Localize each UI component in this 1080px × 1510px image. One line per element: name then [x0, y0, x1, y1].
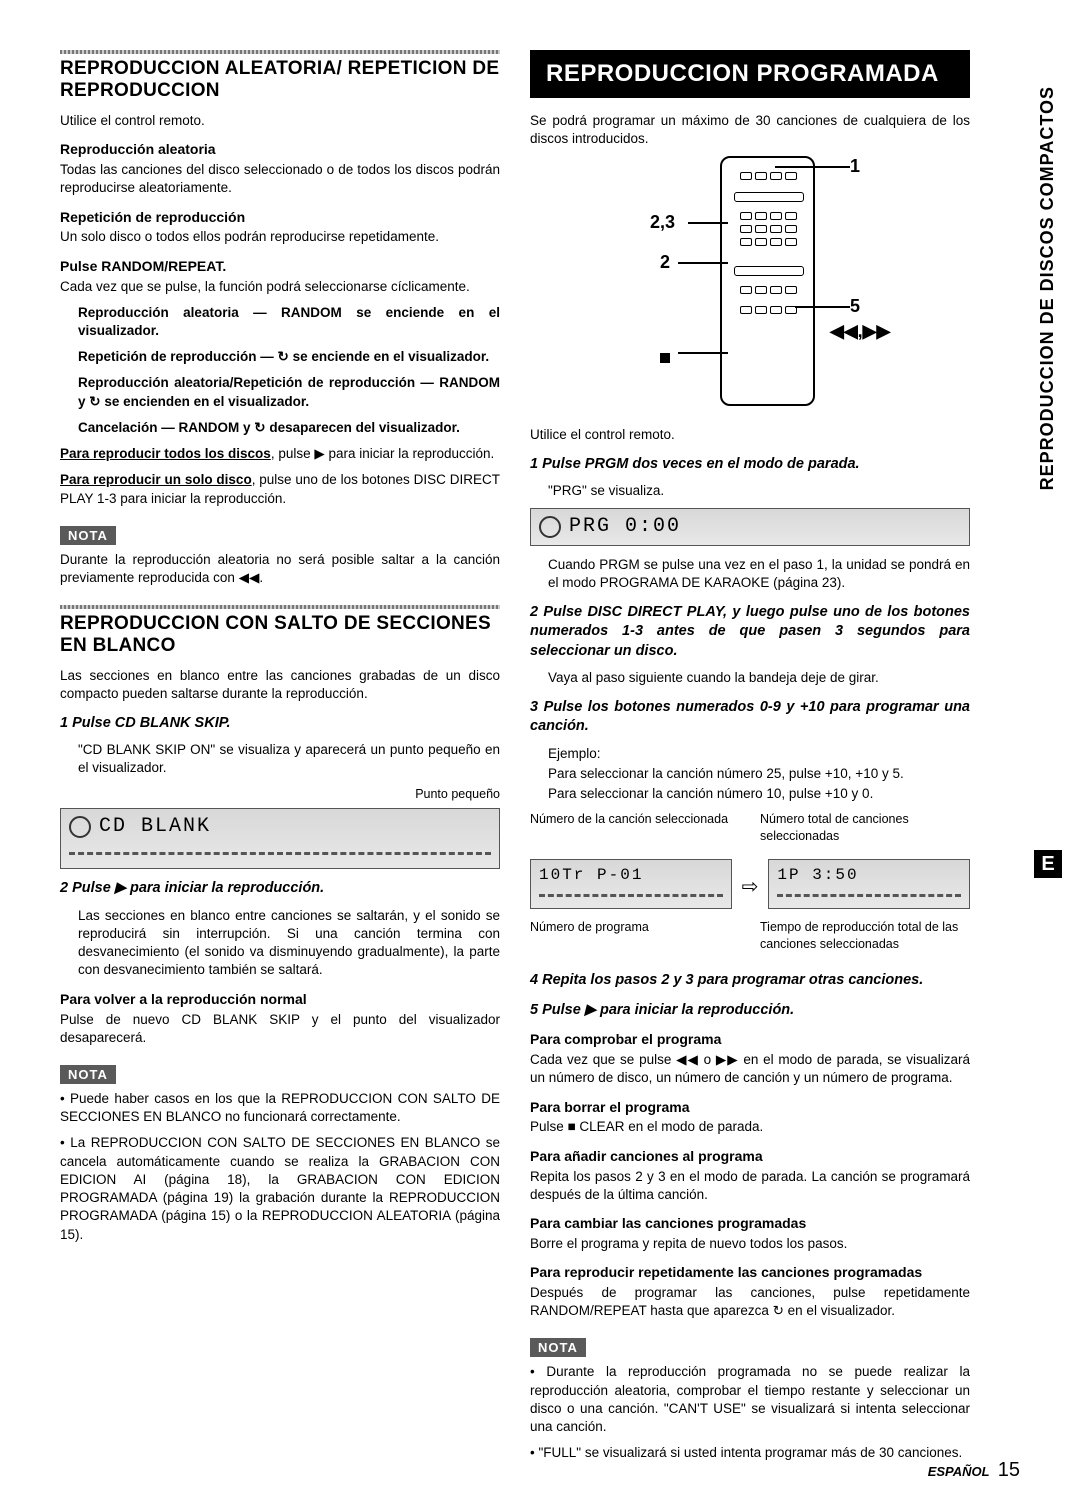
remote-numeric-pad [740, 212, 797, 248]
remote-buttons-mid [740, 286, 797, 294]
mode-item-1: Reproducción aleatoria — RANDOM se encie… [78, 304, 500, 340]
callout-5: 5 [850, 296, 860, 317]
remote-bar-1 [734, 192, 804, 202]
callout-1: 1 [850, 156, 860, 177]
caption-top-right: Número total de canciones seleccionadas [760, 811, 970, 845]
para-repeat-prog: Después de programar las canciones, puls… [530, 1284, 970, 1320]
display-total: 1P 3:50 [768, 859, 970, 909]
subhead-press: Pulse RANDOM/REPEAT. [60, 257, 500, 276]
nota-badge-1: NOTA [60, 526, 116, 545]
step-3-example-2: Para seleccionar la canción número 10, p… [548, 785, 970, 803]
sidebar-section-tab: REPRODUCCION DE DISCOS COMPACTOS [1035, 80, 1060, 496]
step-1-body: "CD BLANK SKIP ON" se visualiza y aparec… [78, 741, 500, 777]
nota2-bullet-2: La REPRODUCCION CON SALTO DE SECCIONES E… [60, 1134, 500, 1243]
nota-badge-2: NOTA [60, 1065, 116, 1084]
step-2-disc-direct: 2 Pulse DISC DIRECT PLAY, y luego pulse … [530, 603, 970, 662]
programmed-intro: Se podrá programar un máximo de 30 canci… [530, 112, 970, 148]
step-1-prgm-sub: "PRG" se visualiza. [548, 482, 970, 500]
mode-item-4: Cancelación — RANDOM y ↻ desaparecen del… [78, 419, 500, 437]
pointer-caption: Punto pequeño [60, 786, 500, 803]
step-3-numbers: 3 Pulse los botones numerados 0-9 y +10 … [530, 698, 970, 737]
remote-caption: Utilice el control remoto. [530, 426, 970, 444]
remote-buttons-top [740, 172, 797, 180]
nota2-bullet-1: Puede haber casos en los que la REPRODUC… [60, 1090, 500, 1126]
mode-item-3: Reproducción aleatoria/Repetición de rep… [78, 374, 500, 410]
para-random: Todas las canciones del disco selecciona… [60, 161, 500, 197]
para-repeat: Un solo disco o todos ellos podrán repro… [60, 228, 500, 246]
sidebar-letter-badge: E [1034, 850, 1062, 878]
para-change: Borre el programa y repita de nuevo todo… [530, 1235, 970, 1253]
display-prg: PRG 0:00 [530, 508, 970, 546]
section1-intro: Utilice el control remoto. [60, 112, 500, 130]
subhead-change: Para cambiar las canciones programadas [530, 1214, 970, 1233]
para-press: Cada vez que se pulse, la función podrá … [60, 278, 500, 296]
para-add: Repita los pasos 2 y 3 en el modo de par… [530, 1168, 970, 1204]
caption-bottom-right: Tiempo de reproducción total de las canc… [760, 919, 970, 953]
remote-diagram: 1 2,3 2 5 ◀◀,▶▶ [600, 156, 900, 416]
disc-icon-2 [539, 516, 561, 538]
remote-outline [720, 156, 815, 406]
para-clear: Pulse ■ CLEAR en el modo de parada. [530, 1118, 970, 1136]
page-footer: ESPAÑOL 15 [928, 1459, 1020, 1482]
arrow-icon: ⇨ [742, 874, 759, 899]
display-cd-blank: CD BLANK [60, 808, 500, 869]
step-4-repeat: 4 Repita los pasos 2 y 3 para programar … [530, 971, 970, 991]
subhead-add: Para añadir canciones al programa [530, 1147, 970, 1166]
remote-buttons-low [740, 306, 797, 314]
callout-2: 2 [660, 252, 670, 273]
para-one-disc: Para reproducir un solo disco, pulse uno… [60, 471, 500, 507]
step-3-example-1: Para seleccionar la canción número 25, p… [548, 765, 970, 783]
step-2-sub: Vaya al paso siguiente cuando la bandeja… [548, 669, 970, 687]
subhead-return-normal: Para volver a la reproducción normal [60, 990, 500, 1009]
callout-stop [660, 346, 670, 367]
disc-icon [69, 816, 91, 838]
callout-23: 2,3 [650, 212, 675, 233]
section1-title: REPRODUCCION ALEATORIA/ REPETICION DE RE… [60, 58, 500, 102]
step-1-prgm-note: Cuando PRGM se pulse una vez en el paso … [548, 556, 970, 592]
para-return-normal: Pulse de nuevo CD BLANK SKIP y el punto … [60, 1011, 500, 1047]
section-rule [60, 50, 500, 54]
step-3-example-label: Ejemplo: [548, 745, 970, 763]
display-track-select: 10Tr P-01 [530, 859, 732, 909]
caption-bottom-left: Número de programa [530, 919, 740, 953]
step-2-body: Las secciones en blanco entre canciones … [78, 907, 500, 980]
subhead-clear: Para borrar el programa [530, 1098, 970, 1117]
step-1-blank-skip: 1 Pulse CD BLANK SKIP. [60, 714, 500, 734]
subhead-check: Para comprobar el programa [530, 1030, 970, 1049]
step-2-play: 2 Pulse ▶ para iniciar la reproducción. [60, 879, 500, 899]
para-all-discs: Para reproducir todos los discos, pulse … [60, 445, 500, 463]
subhead-random: Reproducción aleatoria [60, 140, 500, 159]
nota3-bullet-2: "FULL" se visualizará si usted intenta p… [530, 1444, 970, 1462]
nota3-bullet-1: Durante la reproducción programada no se… [530, 1363, 970, 1436]
step-1-prgm: 1 Pulse PRGM dos veces en el modo de par… [530, 455, 970, 475]
callout-arrows: ◀◀,▶▶ [830, 321, 890, 342]
subhead-repeat-prog: Para reproducir repetidamente las cancio… [530, 1263, 970, 1282]
nota-1-text: Durante la reproducción aleatoria no ser… [60, 551, 500, 587]
mode-item-2: Repetición de reproducción — ↻ se encien… [78, 348, 500, 366]
remote-bar-2 [734, 266, 804, 276]
section2-intro: Las secciones en blanco entre las cancio… [60, 667, 500, 703]
step-5-play: 5 Pulse ▶ para iniciar la reproducción. [530, 1001, 970, 1021]
banner-programmed: REPRODUCCION PROGRAMADA [530, 50, 970, 98]
caption-top-left: Número de la canción seleccionada [530, 811, 740, 845]
para-check: Cada vez que se pulse ◀◀ o ▶▶ en el modo… [530, 1051, 970, 1087]
subhead-repeat: Repetición de reproducción [60, 208, 500, 227]
nota-badge-3: NOTA [530, 1338, 586, 1357]
section2-title: REPRODUCCION CON SALTO DE SECCIONES EN B… [60, 613, 500, 657]
section-rule-2 [60, 605, 500, 609]
